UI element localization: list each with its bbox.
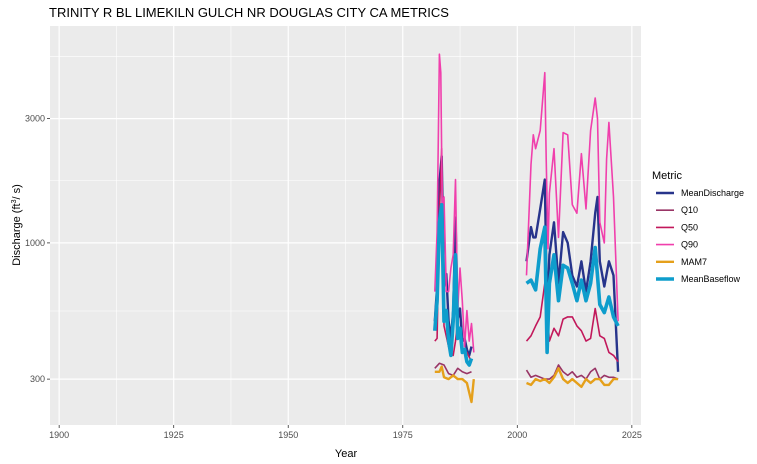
x-axis-title: Year	[335, 448, 358, 460]
grid-minor	[50, 26, 641, 425]
grid-major	[50, 26, 641, 425]
chart-title: TRINITY R BL LIMEKILN GULCH NR DOUGLAS C…	[49, 5, 449, 20]
series-line-mam7	[434, 365, 475, 404]
series-meanbaseflow	[433, 203, 620, 367]
x-axis: 1900 1925 1950 1975 2000 2025	[49, 425, 642, 440]
series-line-q90	[525, 71, 619, 322]
y-tick-label: 1000	[25, 238, 45, 248]
y-tick-label: 3000	[25, 114, 45, 124]
series-mam7	[434, 365, 619, 404]
x-tick-label: 1900	[49, 430, 69, 440]
series-line-q90	[434, 53, 475, 353]
y-axis-title: Discharge (ft3/ s)	[11, 184, 23, 266]
y-axis-title-sup: 3	[11, 199, 18, 203]
series-line-q50	[525, 282, 619, 363]
legend-title: Metric	[652, 170, 682, 182]
series-line-meanbaseflow	[433, 203, 474, 367]
y-axis: 300 1000 3000	[25, 114, 50, 384]
legend-label-q90: Q90	[681, 240, 698, 250]
series-layer	[433, 53, 620, 404]
legend-items: MeanDischarge Q10 Q50 Q90 MAM7 MeanBaseflow	[656, 188, 744, 284]
legend-label-meandischarge: MeanDischarge	[681, 188, 744, 198]
x-tick-label: 2000	[507, 430, 527, 440]
y-axis-title-main: Discharge (ft	[11, 203, 23, 265]
x-tick-label: 1950	[278, 430, 298, 440]
series-line-mam7	[526, 367, 619, 389]
series-line-q10	[525, 364, 619, 380]
legend-label-q10: Q10	[681, 205, 698, 215]
series-line-meanbaseflow	[525, 225, 620, 355]
y-tick-label: 300	[30, 374, 45, 384]
series-q90	[434, 53, 619, 353]
legend-label-meanbaseflow: MeanBaseflow	[681, 274, 741, 284]
series-line-meandischarge	[525, 178, 620, 372]
y-axis-title-tail: / s)	[11, 184, 23, 199]
x-tick-label: 1975	[393, 430, 413, 440]
legend-label-mam7: MAM7	[681, 257, 707, 267]
x-tick-label: 1925	[164, 430, 184, 440]
legend: Metric MeanDischarge Q10 Q50 Q90 MAM7 MeanBas…	[652, 170, 744, 284]
x-tick-label: 2025	[622, 430, 642, 440]
legend-label-q50: Q50	[681, 222, 698, 232]
